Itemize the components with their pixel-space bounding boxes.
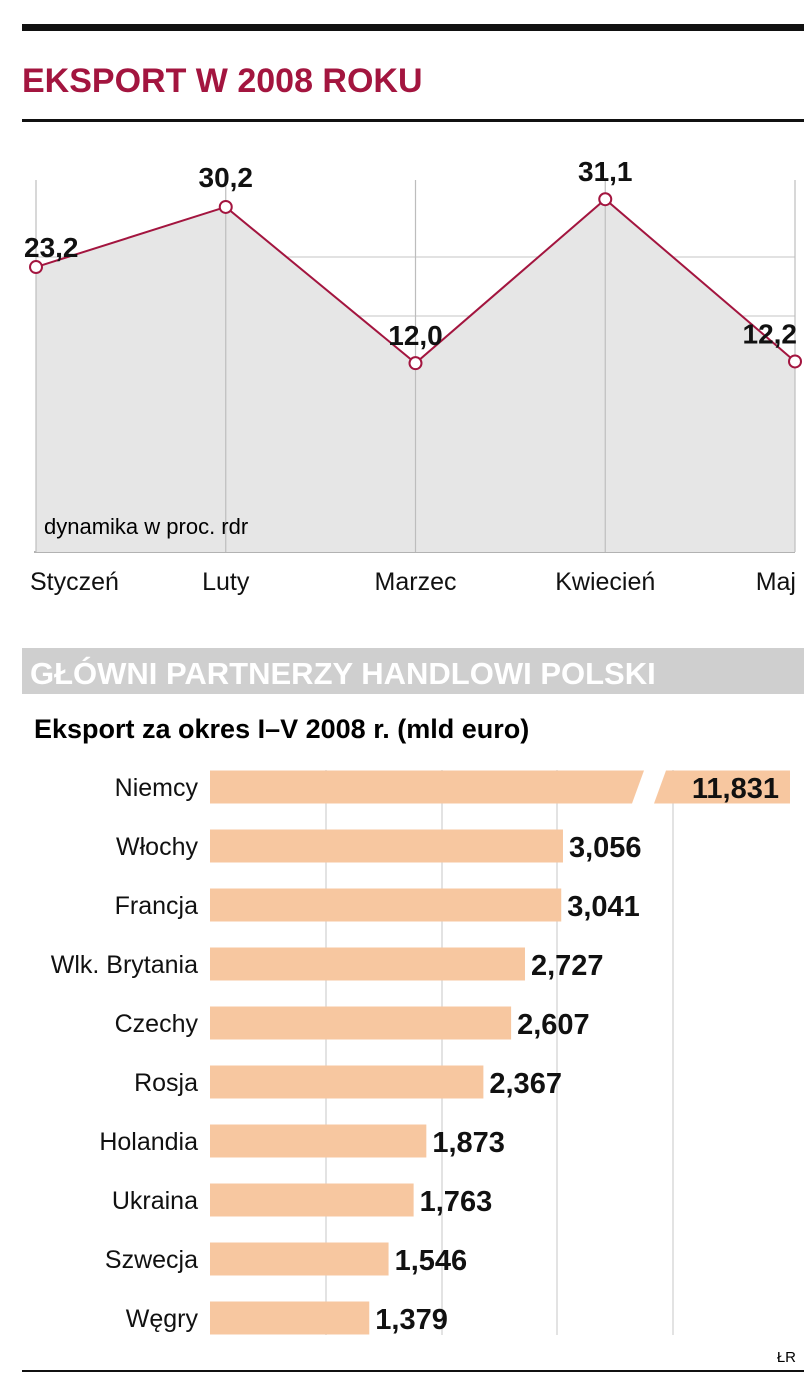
bar	[210, 770, 644, 804]
category-label: Czechy	[115, 1010, 199, 1038]
bar	[210, 1006, 512, 1040]
value-label: 1,546	[395, 1245, 468, 1277]
data-point	[408, 356, 423, 371]
category-label: Niemcy	[115, 774, 199, 802]
data-point	[788, 354, 802, 369]
bar-chart: Niemcy Włochy Francja Wlk. Brytania Czechy Ro…	[51, 770, 790, 1336]
category-label: Rosja	[134, 1069, 198, 1097]
bar-chart-grid	[325, 770, 674, 1335]
bar-chart-value-labels: 11,831 3,056 3,041 2,727 2,607 2,367 1,873 1,76…	[375, 773, 779, 1336]
category-label: Włochy	[116, 833, 198, 861]
x-tick-label: Marzec	[375, 568, 457, 596]
bar	[210, 947, 525, 981]
value-label: 2,607	[517, 1009, 590, 1041]
section-title: GŁÓWNI PARTNERZY HANDLOWI POLSKI	[30, 655, 656, 691]
bar	[210, 1065, 484, 1099]
value-label: 1,763	[420, 1186, 493, 1218]
x-tick-label: Luty	[202, 568, 250, 596]
bar-continuation	[654, 770, 790, 804]
line-chart-value-labels: 23,2 30,2 12,0 31,1 12,2	[24, 156, 797, 351]
credit: ŁR	[777, 1349, 796, 1366]
value-label: 1,379	[375, 1304, 448, 1336]
bar	[210, 1242, 389, 1276]
data-point	[29, 260, 43, 275]
value-label: 12,2	[743, 318, 798, 349]
x-tick-label: Styczeń	[30, 568, 119, 596]
category-label: Wlk. Brytania	[51, 951, 198, 979]
value-label: 1,873	[432, 1127, 505, 1159]
category-label: Szwecja	[105, 1246, 198, 1274]
title-rule	[22, 119, 804, 122]
category-label: Ukraina	[112, 1187, 198, 1215]
bar	[210, 829, 563, 863]
data-point	[218, 199, 233, 214]
data-point	[598, 192, 613, 207]
value-label: 11,831	[692, 773, 779, 805]
value-label: 2,367	[489, 1068, 562, 1100]
y-axis-label: dynamika w proc. rdr	[44, 514, 248, 539]
value-label: 30,2	[199, 162, 254, 193]
category-label: Francja	[115, 892, 198, 920]
x-axis-labels: Styczeń Luty Marzec Kwiecień Maj	[30, 568, 796, 596]
bar-chart-category-labels: Niemcy Włochy Francja Wlk. Brytania Czechy Ro…	[51, 774, 199, 1333]
bar-chart-bars	[210, 770, 790, 1335]
x-tick-label: Maj	[756, 568, 796, 596]
top-rule	[22, 24, 804, 31]
value-label: 3,041	[567, 891, 640, 923]
category-label: Węgry	[126, 1305, 199, 1333]
bar	[210, 1183, 414, 1217]
bar	[210, 1124, 427, 1158]
section-band	[22, 648, 804, 694]
bar	[210, 1301, 370, 1335]
line-chart: 23,2 30,2 12,0 31,1 12,2 dynamika w proc. rd…	[24, 156, 802, 596]
value-label: 12,0	[388, 320, 443, 351]
bottom-rule	[22, 1370, 804, 1372]
bar-chart-subtitle: Eksport za okres I–V 2008 r. (mld euro)	[34, 714, 529, 744]
category-label: Holandia	[99, 1128, 198, 1156]
chart-title: EKSPORT W 2008 ROKU	[22, 62, 423, 100]
value-label: 3,056	[569, 832, 642, 864]
value-label: 23,2	[24, 232, 79, 263]
value-label: 31,1	[578, 156, 633, 187]
x-tick-label: Kwiecień	[555, 568, 655, 596]
bar	[210, 888, 562, 922]
value-label: 2,727	[531, 950, 604, 982]
line-chart-points	[29, 192, 802, 371]
